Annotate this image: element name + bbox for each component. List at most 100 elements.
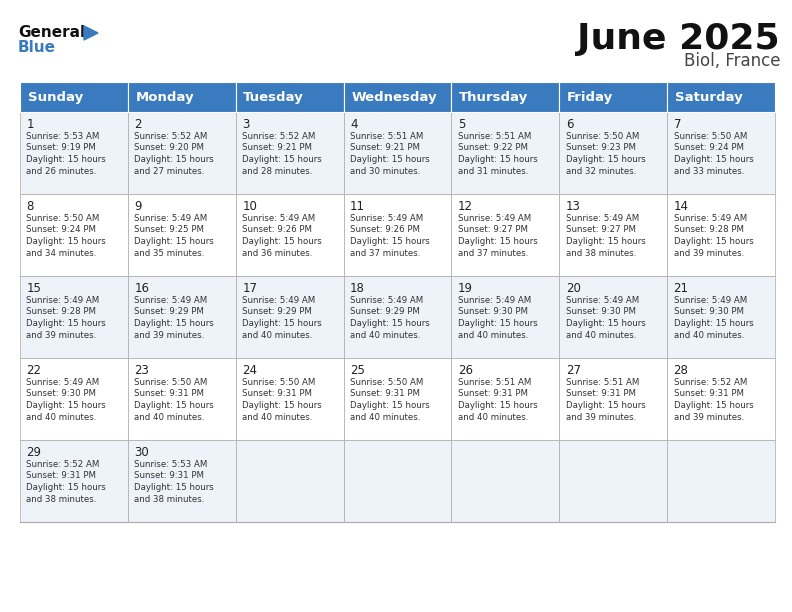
Text: 28: 28 <box>674 364 688 377</box>
Text: 21: 21 <box>674 282 688 295</box>
Bar <box>451 82 559 112</box>
Bar <box>667 112 775 194</box>
Text: Daylight: 15 hours: Daylight: 15 hours <box>458 319 538 328</box>
Text: Sunset: 9:30 PM: Sunset: 9:30 PM <box>674 307 744 316</box>
Text: Daylight: 15 hours: Daylight: 15 hours <box>350 155 430 164</box>
Bar <box>451 112 559 194</box>
Bar <box>451 358 559 440</box>
Bar <box>667 82 775 112</box>
Text: and 35 minutes.: and 35 minutes. <box>135 248 204 258</box>
Text: Sunrise: 5:49 AM: Sunrise: 5:49 AM <box>135 214 208 223</box>
Text: and 38 minutes.: and 38 minutes. <box>26 494 97 504</box>
Bar <box>344 276 451 358</box>
Text: Sunset: 9:31 PM: Sunset: 9:31 PM <box>135 389 204 398</box>
Text: Daylight: 15 hours: Daylight: 15 hours <box>458 237 538 246</box>
Text: Sunset: 9:31 PM: Sunset: 9:31 PM <box>242 389 312 398</box>
Text: Sunset: 9:29 PM: Sunset: 9:29 PM <box>350 307 420 316</box>
Text: Sunset: 9:24 PM: Sunset: 9:24 PM <box>26 225 97 234</box>
Text: Tuesday: Tuesday <box>243 91 304 103</box>
Text: Sunset: 9:29 PM: Sunset: 9:29 PM <box>135 307 204 316</box>
Text: Sunset: 9:28 PM: Sunset: 9:28 PM <box>674 225 744 234</box>
Text: Sunrise: 5:49 AM: Sunrise: 5:49 AM <box>26 378 100 387</box>
Text: 24: 24 <box>242 364 257 377</box>
Text: 30: 30 <box>135 446 149 459</box>
Text: and 33 minutes.: and 33 minutes. <box>674 166 744 176</box>
Text: Sunset: 9:21 PM: Sunset: 9:21 PM <box>242 143 312 152</box>
Text: Sunrise: 5:49 AM: Sunrise: 5:49 AM <box>458 214 531 223</box>
Text: Sunset: 9:19 PM: Sunset: 9:19 PM <box>26 143 97 152</box>
Text: Sunrise: 5:49 AM: Sunrise: 5:49 AM <box>242 296 315 305</box>
Text: 15: 15 <box>26 282 41 295</box>
Text: and 40 minutes.: and 40 minutes. <box>458 412 528 422</box>
Text: Sunrise: 5:50 AM: Sunrise: 5:50 AM <box>26 214 100 223</box>
Text: 19: 19 <box>458 282 473 295</box>
Text: and 38 minutes.: and 38 minutes. <box>135 494 204 504</box>
Bar <box>128 112 236 194</box>
Bar <box>559 276 667 358</box>
Text: Sunset: 9:24 PM: Sunset: 9:24 PM <box>674 143 744 152</box>
Text: Sunrise: 5:50 AM: Sunrise: 5:50 AM <box>135 378 208 387</box>
Bar <box>20 440 128 522</box>
Text: 13: 13 <box>565 200 581 213</box>
Text: Sunrise: 5:49 AM: Sunrise: 5:49 AM <box>674 296 747 305</box>
Bar <box>128 440 236 522</box>
Text: Monday: Monday <box>135 91 194 103</box>
Text: Daylight: 15 hours: Daylight: 15 hours <box>674 155 753 164</box>
Text: and 39 minutes.: and 39 minutes. <box>135 330 204 340</box>
Text: Daylight: 15 hours: Daylight: 15 hours <box>565 155 645 164</box>
Text: and 40 minutes.: and 40 minutes. <box>26 412 97 422</box>
Text: and 39 minutes.: and 39 minutes. <box>674 248 744 258</box>
Text: and 37 minutes.: and 37 minutes. <box>458 248 528 258</box>
Text: and 38 minutes.: and 38 minutes. <box>565 248 636 258</box>
Bar <box>451 276 559 358</box>
Bar <box>236 82 344 112</box>
Bar <box>667 440 775 522</box>
Text: Daylight: 15 hours: Daylight: 15 hours <box>26 319 106 328</box>
Text: Sunset: 9:22 PM: Sunset: 9:22 PM <box>458 143 528 152</box>
Text: and 40 minutes.: and 40 minutes. <box>242 412 313 422</box>
Text: 4: 4 <box>350 118 357 131</box>
Bar <box>667 276 775 358</box>
Text: Friday: Friday <box>567 91 613 103</box>
Bar <box>451 440 559 522</box>
Text: June 2025: June 2025 <box>577 22 780 56</box>
Text: Sunrise: 5:49 AM: Sunrise: 5:49 AM <box>26 296 100 305</box>
Text: Sunset: 9:31 PM: Sunset: 9:31 PM <box>26 471 97 480</box>
Text: 20: 20 <box>565 282 581 295</box>
Text: Daylight: 15 hours: Daylight: 15 hours <box>242 237 322 246</box>
Text: and 40 minutes.: and 40 minutes. <box>458 330 528 340</box>
Text: and 37 minutes.: and 37 minutes. <box>350 248 421 258</box>
Text: Daylight: 15 hours: Daylight: 15 hours <box>565 237 645 246</box>
Text: Sunset: 9:31 PM: Sunset: 9:31 PM <box>458 389 528 398</box>
Text: Sunset: 9:27 PM: Sunset: 9:27 PM <box>458 225 528 234</box>
Text: Sunrise: 5:52 AM: Sunrise: 5:52 AM <box>674 378 747 387</box>
Text: Sunset: 9:25 PM: Sunset: 9:25 PM <box>135 225 204 234</box>
Bar <box>128 358 236 440</box>
Text: 29: 29 <box>26 446 41 459</box>
Text: Sunrise: 5:49 AM: Sunrise: 5:49 AM <box>135 296 208 305</box>
Bar <box>20 82 128 112</box>
Text: 27: 27 <box>565 364 581 377</box>
Text: and 40 minutes.: and 40 minutes. <box>565 330 636 340</box>
Text: 26: 26 <box>458 364 473 377</box>
Text: and 27 minutes.: and 27 minutes. <box>135 166 204 176</box>
Text: Sunset: 9:31 PM: Sunset: 9:31 PM <box>674 389 744 398</box>
Text: Sunrise: 5:50 AM: Sunrise: 5:50 AM <box>350 378 424 387</box>
Bar <box>344 358 451 440</box>
Text: Sunset: 9:30 PM: Sunset: 9:30 PM <box>26 389 97 398</box>
Text: Daylight: 15 hours: Daylight: 15 hours <box>135 155 214 164</box>
Bar <box>236 112 344 194</box>
Text: Sunset: 9:26 PM: Sunset: 9:26 PM <box>242 225 312 234</box>
Text: Sunset: 9:29 PM: Sunset: 9:29 PM <box>242 307 312 316</box>
Text: 7: 7 <box>674 118 681 131</box>
Text: Daylight: 15 hours: Daylight: 15 hours <box>242 155 322 164</box>
Text: Daylight: 15 hours: Daylight: 15 hours <box>350 401 430 410</box>
Text: Daylight: 15 hours: Daylight: 15 hours <box>26 401 106 410</box>
Bar <box>559 358 667 440</box>
Text: 18: 18 <box>350 282 365 295</box>
Text: Daylight: 15 hours: Daylight: 15 hours <box>674 401 753 410</box>
Text: Daylight: 15 hours: Daylight: 15 hours <box>26 155 106 164</box>
Text: and 39 minutes.: and 39 minutes. <box>565 412 636 422</box>
Polygon shape <box>84 26 98 40</box>
Text: 1: 1 <box>26 118 34 131</box>
